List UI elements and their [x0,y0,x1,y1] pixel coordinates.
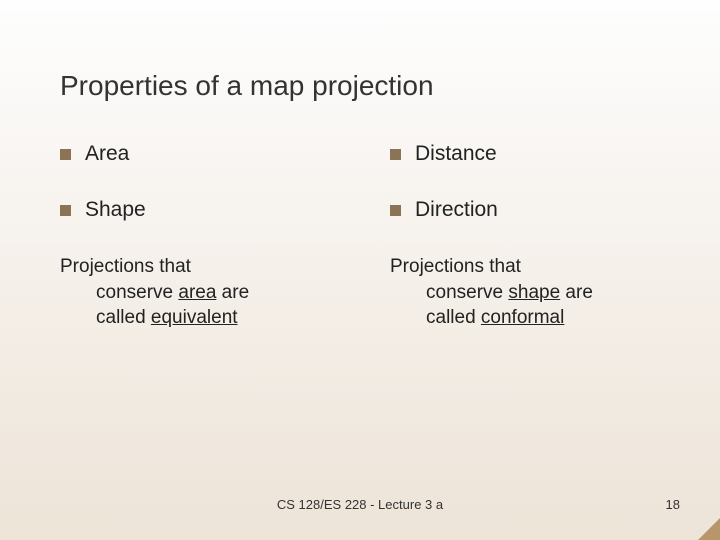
right-column: Distance Direction Projections that cons… [390,142,660,331]
desc-text: called [96,307,151,328]
square-bullet-icon [60,149,71,160]
desc-text: conserve [96,282,178,303]
desc-text: are [216,282,249,303]
bullet-text: Shape [85,198,146,222]
bullet-item: Direction [390,198,660,222]
square-bullet-icon [390,205,401,216]
left-column: Area Shape Projections that conserve are… [60,142,330,331]
slide-footer: CS 128/ES 228 - Lecture 3 a [0,497,720,512]
bullet-text: Direction [415,198,498,222]
underlined-term: conformal [481,307,564,328]
underlined-term: shape [508,282,560,303]
desc-text: Projections that [60,256,191,277]
left-description: Projections that conserve area are calle… [60,254,330,331]
desc-text: Projections that [390,256,521,277]
square-bullet-icon [60,205,71,216]
desc-line: called equivalent [60,305,330,331]
bullet-text: Area [85,142,129,166]
slide-container: Properties of a map projection Area Shap… [0,0,720,540]
corner-accent-icon [698,518,720,540]
page-number: 18 [666,497,680,512]
underlined-term: equivalent [151,307,238,328]
content-area: Area Shape Projections that conserve are… [60,142,660,331]
square-bullet-icon [390,149,401,160]
desc-line: conserve shape are [390,280,660,306]
bullet-text: Distance [415,142,497,166]
slide-title: Properties of a map projection [60,70,660,102]
bullet-item: Distance [390,142,660,166]
bullet-item: Area [60,142,330,166]
desc-text: conserve [426,282,508,303]
desc-line: called conformal [390,305,660,331]
underlined-term: area [178,282,216,303]
right-description: Projections that conserve shape are call… [390,254,660,331]
desc-line: conserve area are [60,280,330,306]
desc-text: are [560,282,593,303]
desc-text: called [426,307,481,328]
bullet-item: Shape [60,198,330,222]
